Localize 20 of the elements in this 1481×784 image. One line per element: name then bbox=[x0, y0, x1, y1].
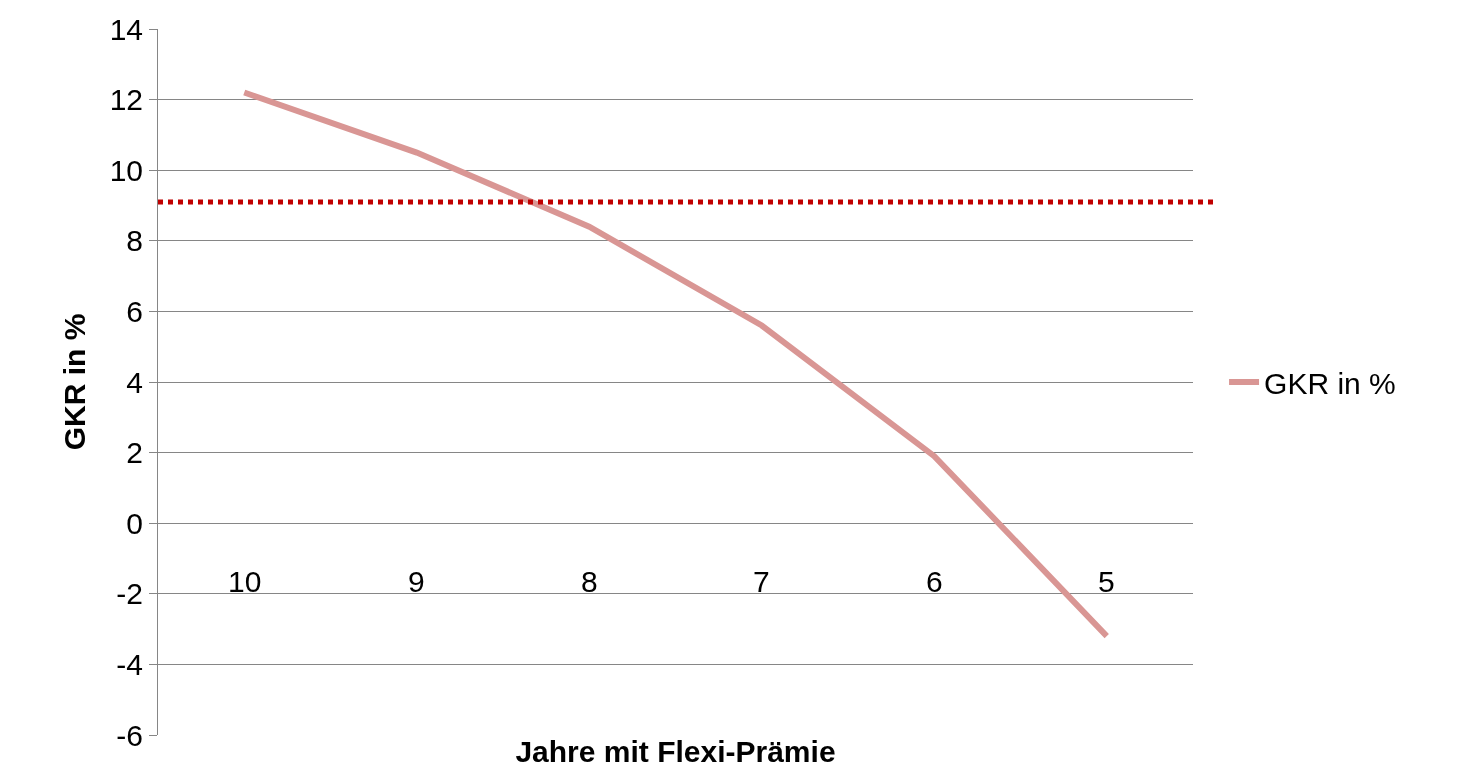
y-tick-label: 2 bbox=[126, 436, 143, 470]
y-tick-label: 10 bbox=[109, 153, 143, 187]
y-tick-label: 14 bbox=[109, 12, 143, 46]
x-tick-label: 5 bbox=[1098, 565, 1115, 598]
y-tick-label: 0 bbox=[126, 506, 143, 540]
y-tick-label: 4 bbox=[126, 365, 143, 399]
x-tick-label: 6 bbox=[926, 565, 943, 598]
x-tick-label: 10 bbox=[228, 565, 262, 598]
y-tick-label: -4 bbox=[116, 647, 143, 681]
y-tick-label: -6 bbox=[116, 718, 143, 752]
x-tick-label: 7 bbox=[753, 565, 770, 598]
y-axis-title: GKR in % bbox=[57, 313, 91, 451]
y-tick-label: 12 bbox=[109, 83, 143, 117]
y-tick-label: -2 bbox=[116, 577, 143, 611]
x-axis-title: Jahre mit Flexi-Prämie bbox=[515, 734, 836, 768]
legend-label: GKR in % bbox=[1264, 366, 1396, 400]
y-tick-label: 8 bbox=[126, 224, 143, 258]
x-tick-label: 9 bbox=[408, 565, 425, 598]
x-tick-label: 8 bbox=[581, 565, 598, 598]
y-tick-label: 6 bbox=[126, 294, 143, 328]
